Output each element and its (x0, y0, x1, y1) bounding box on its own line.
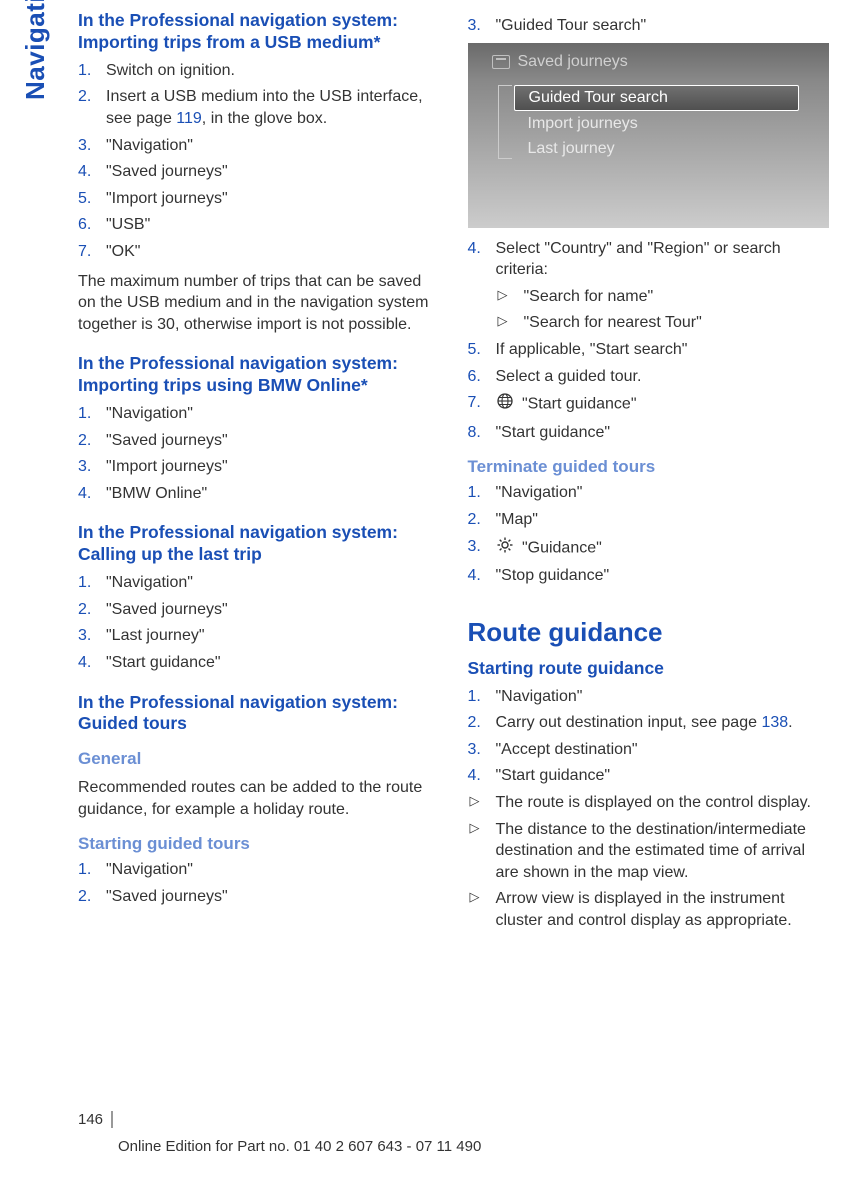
bracket-icon (498, 85, 512, 159)
list-item: Carry out destination input, see page 13… (468, 712, 830, 734)
text: "Start guidance" (522, 396, 637, 413)
screenshot-menu: Guided Tour search Import journeys Last … (514, 85, 800, 162)
right-column: "Guided Tour search" Saved journeys Guid… (468, 10, 830, 937)
list-item: "Guidance" (468, 536, 830, 561)
list-item: "Saved journeys" (78, 161, 440, 183)
page-link[interactable]: 138 (761, 714, 788, 731)
list-item: "Import journeys" (78, 188, 440, 210)
list-item: "Navigation" (78, 135, 440, 157)
heading-last-trip: In the Professional navigation system: C… (78, 522, 440, 566)
list-item: "Guided Tour search" (468, 15, 830, 37)
text: Carry out destination input, see page (496, 714, 762, 731)
paragraph: The maximum number of trips that can be … (78, 271, 440, 336)
list-item: If applicable, "Start search" (468, 339, 830, 361)
gear-icon (496, 536, 514, 561)
section-tab: Navigation (20, 0, 51, 100)
left-column: In the Professional navigation system: I… (78, 10, 440, 937)
heading-import-online: In the Professional navigation system: I… (78, 353, 440, 397)
menu-item: Import journeys (514, 112, 800, 136)
list-item: "Search for name" (496, 286, 830, 308)
text: Select "Country" and "Region" or search … (496, 240, 781, 279)
list-item: "Map" (468, 509, 830, 531)
subheading-general: General (78, 749, 440, 769)
subheading-starting-route: Starting route guidance (468, 658, 830, 680)
list-item: Select "Country" and "Region" or search … (468, 238, 830, 334)
folder-icon (492, 55, 510, 69)
list-item: "Navigation" (78, 403, 440, 425)
heading-guided-tours: In the Professional navigation system: G… (78, 692, 440, 736)
list-import-online: "Navigation" "Saved journeys" "Import jo… (78, 403, 440, 504)
list-item: "Start guidance" (78, 652, 440, 674)
globe-icon (496, 392, 514, 417)
list-item: "Start guidance" (468, 392, 830, 417)
menu-item: Last journey (514, 137, 800, 161)
list-item: Arrow view is displayed in the instrumen… (468, 888, 830, 931)
list-item: "Saved journeys" (78, 886, 440, 908)
list-route-bullets: The route is displayed on the control di… (468, 792, 830, 932)
list-item: "Last journey" (78, 625, 440, 647)
list-item: "USB" (78, 214, 440, 236)
list-item: Switch on ignition. (78, 60, 440, 82)
list-item: "Saved journeys" (78, 599, 440, 621)
text: "Guidance" (522, 539, 602, 556)
screenshot-title: Saved journeys (518, 53, 628, 71)
list-item: Insert a USB medium into the USB interfa… (78, 86, 440, 129)
subheading-terminate: Terminate guided tours (468, 457, 830, 477)
heading-import-usb: In the Professional navigation system: I… (78, 10, 440, 54)
list-import-usb: Switch on ignition. Insert a USB medium … (78, 60, 440, 263)
subheading-starting-tours: Starting guided tours (78, 834, 440, 854)
list-item: Select a guided tour. (468, 366, 830, 388)
list-item: "Navigation" (78, 572, 440, 594)
list-item: The route is displayed on the control di… (468, 792, 830, 814)
page-number: 146 (78, 1111, 113, 1128)
list-item: "Stop guidance" (468, 565, 830, 587)
list-item: "Start guidance" (468, 422, 830, 444)
list-item: "Saved journeys" (78, 430, 440, 452)
list-item: "Start guidance" (468, 765, 830, 787)
page-content: In the Professional navigation system: I… (78, 10, 829, 937)
footer-text: Online Edition for Part no. 01 40 2 607 … (118, 1138, 829, 1155)
list-guided-continue: Select "Country" and "Region" or search … (468, 238, 830, 444)
list-item: "Search for nearest Tour" (496, 312, 830, 334)
sublist: "Search for name" "Search for nearest To… (496, 286, 830, 334)
list-item: "Accept destination" (468, 739, 830, 761)
list-item: The distance to the destination/intermed… (468, 819, 830, 884)
list-starting-tours: "Navigation" "Saved journeys" (78, 859, 440, 907)
footer: 146 Online Edition for Part no. 01 40 2 … (78, 1111, 829, 1155)
menu-item-selected: Guided Tour search (514, 85, 800, 111)
list-last-trip: "Navigation" "Saved journeys" "Last jour… (78, 572, 440, 673)
list-item: "Navigation" (468, 482, 830, 504)
text: . (788, 714, 792, 731)
text: , in the glove box. (202, 110, 327, 127)
list-route: "Navigation" Carry out destination input… (468, 686, 830, 787)
list-item: "BMW Online" (78, 483, 440, 505)
list-item: "Navigation" (78, 859, 440, 881)
paragraph: Recommended routes can be added to the r… (78, 777, 440, 820)
list-item: "Navigation" (468, 686, 830, 708)
list-item: "OK" (78, 241, 440, 263)
heading-route-guidance: Route guidance (468, 617, 830, 648)
list-guided-search: "Guided Tour search" (468, 15, 830, 37)
list-item: "Import journeys" (78, 456, 440, 478)
page-link[interactable]: 119 (176, 110, 202, 127)
list-terminate: "Navigation" "Map" "Guidance" "Stop guid… (468, 482, 830, 586)
screenshot-header: Saved journeys (492, 53, 628, 71)
idrive-screenshot: Saved journeys Guided Tour search Import… (468, 43, 830, 228)
